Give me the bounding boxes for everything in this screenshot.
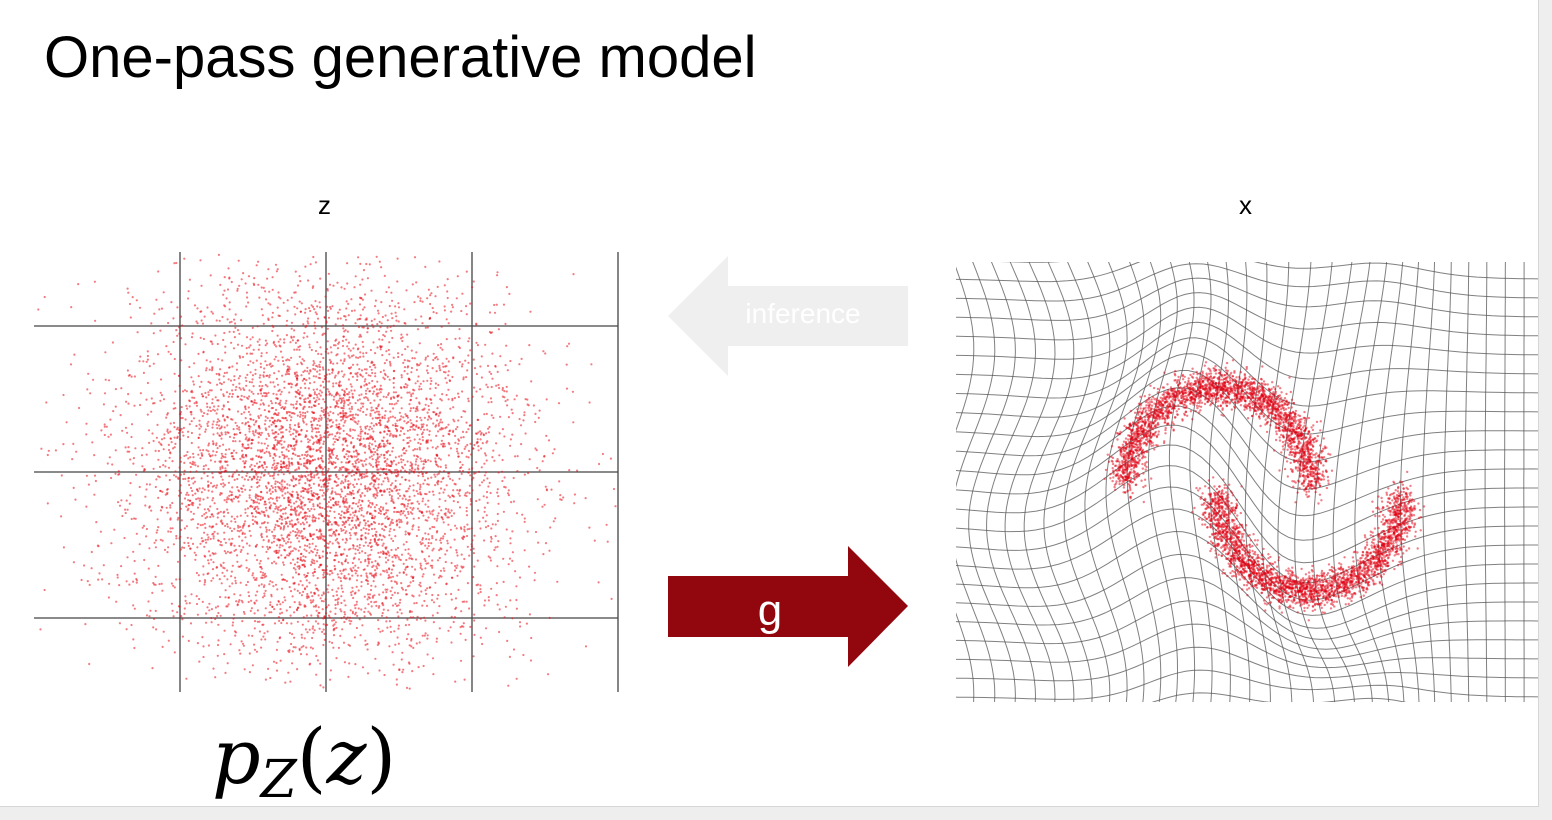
generator-arrow — [668, 546, 908, 667]
slide: One-pass generative model z x inference … — [0, 0, 1539, 807]
formula-base: p — [212, 712, 261, 801]
latent-space-label: z — [318, 190, 331, 220]
data-space-label: x — [1239, 190, 1252, 220]
formula-open-paren: ( — [296, 712, 327, 801]
formula-close-paren: ) — [366, 712, 397, 801]
inference-arrow — [668, 256, 908, 376]
inference-label: inference — [745, 298, 861, 329]
latent-scatter-plot — [34, 252, 619, 692]
generator-label: g — [757, 586, 783, 635]
prior-density-formula: pZ(z) — [212, 712, 397, 806]
formula-argument: z — [326, 712, 367, 801]
data-scatter-plot — [956, 262, 1538, 702]
formula-subscript: Z — [260, 750, 297, 807]
data-samples — [1103, 359, 1426, 622]
slide-title: One-pass generative model — [44, 25, 757, 90]
warped-grid — [956, 262, 1538, 702]
latent-samples — [37, 253, 617, 690]
